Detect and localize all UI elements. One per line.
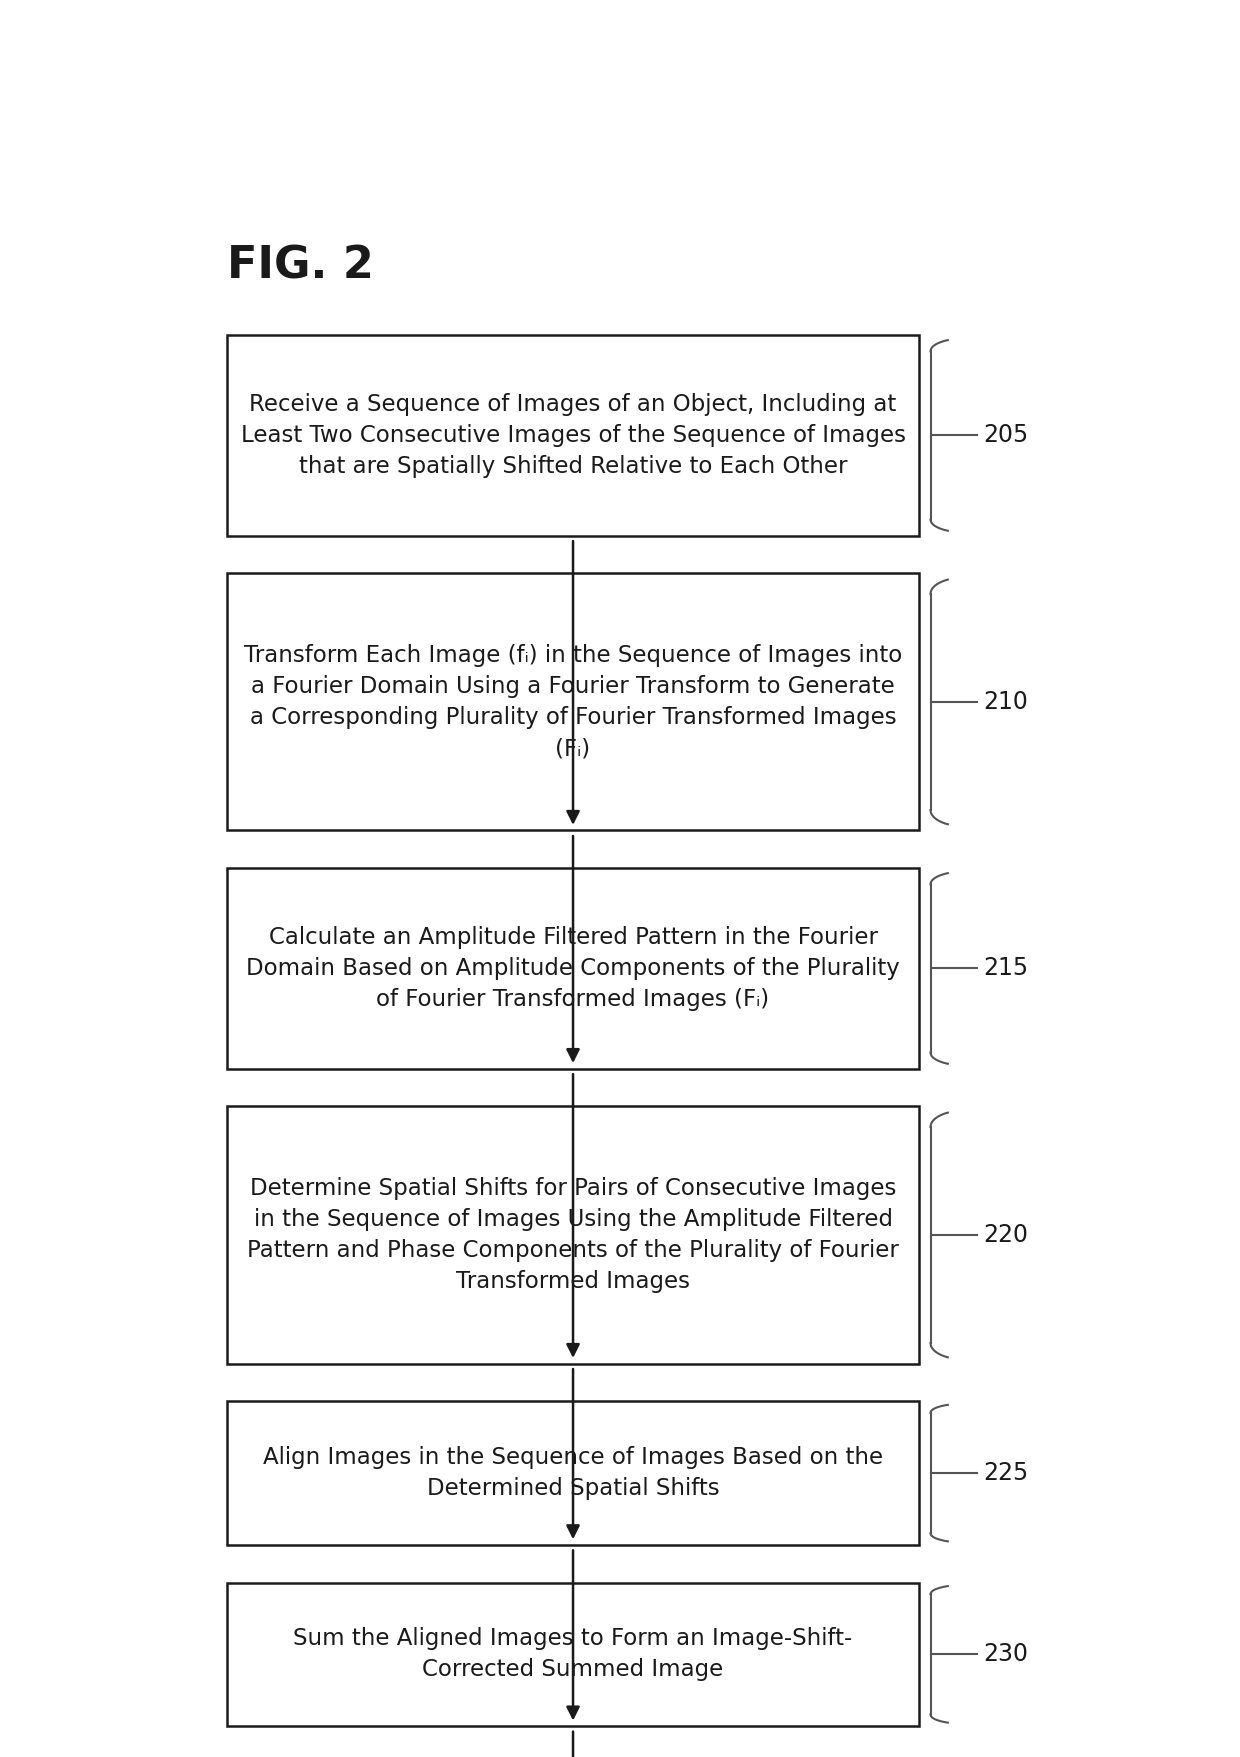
FancyBboxPatch shape xyxy=(227,336,919,536)
Text: 225: 225 xyxy=(983,1462,1029,1485)
Text: 230: 230 xyxy=(983,1643,1028,1666)
FancyBboxPatch shape xyxy=(227,868,919,1068)
Text: 220: 220 xyxy=(983,1223,1028,1247)
Text: Sum the Aligned Images to Form an Image-Shift-
Corrected Summed Image: Sum the Aligned Images to Form an Image-… xyxy=(294,1627,853,1681)
Text: FIG. 2: FIG. 2 xyxy=(227,244,374,288)
FancyBboxPatch shape xyxy=(227,1402,919,1544)
Text: 210: 210 xyxy=(983,691,1028,713)
Text: Transform Each Image (fᵢ) in the Sequence of Images into
a Fourier Domain Using : Transform Each Image (fᵢ) in the Sequenc… xyxy=(244,643,903,761)
Text: Determine Spatial Shifts for Pairs of Consecutive Images
in the Sequence of Imag: Determine Spatial Shifts for Pairs of Co… xyxy=(247,1177,899,1293)
Text: 215: 215 xyxy=(983,956,1028,980)
Text: 205: 205 xyxy=(983,423,1029,448)
FancyBboxPatch shape xyxy=(227,1583,919,1725)
Text: Receive a Sequence of Images of an Object, Including at
Least Two Consecutive Im: Receive a Sequence of Images of an Objec… xyxy=(241,394,905,478)
Text: Align Images in the Sequence of Images Based on the
Determined Spatial Shifts: Align Images in the Sequence of Images B… xyxy=(263,1446,883,1500)
Text: Calculate an Amplitude Filtered Pattern in the Fourier
Domain Based on Amplitude: Calculate an Amplitude Filtered Pattern … xyxy=(247,926,900,1010)
FancyBboxPatch shape xyxy=(227,1107,919,1363)
FancyBboxPatch shape xyxy=(227,573,919,831)
